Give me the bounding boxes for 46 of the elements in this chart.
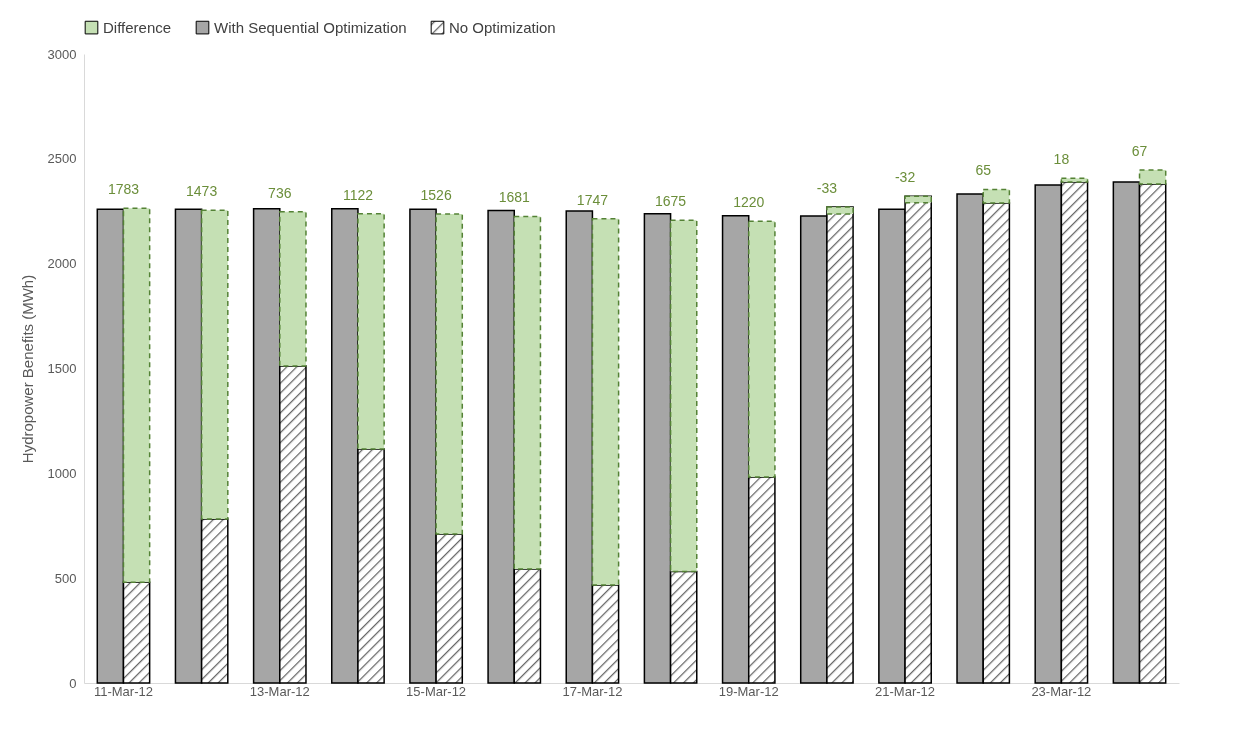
legend-label: No Optimization (449, 18, 556, 36)
bar (591, 218, 620, 586)
bar (1060, 177, 1089, 183)
x-tick-label: 13-Mar-12 (249, 683, 310, 699)
data-label: -32 (894, 169, 916, 186)
bar (1138, 169, 1167, 185)
bar (904, 195, 932, 204)
data-label: 65 (975, 162, 992, 179)
data-label: 1220 (733, 194, 765, 211)
bar (200, 209, 229, 520)
x-tick-label: 21-Mar-12 (875, 683, 936, 699)
y-tick-label: 500 (54, 570, 77, 586)
bar (826, 206, 854, 215)
bar (435, 213, 464, 535)
bar (669, 219, 698, 573)
y-tick-label: 2000 (47, 256, 77, 272)
bar (122, 207, 151, 583)
bar (357, 213, 385, 450)
data-label: 1473 (186, 183, 218, 200)
data-label: -33 (816, 180, 838, 197)
data-label: 1783 (107, 181, 140, 198)
bar (513, 215, 542, 570)
x-tick-label: 15-Mar-12 (406, 683, 467, 699)
data-label: 1681 (498, 189, 531, 206)
x-tick-label: 19-Mar-12 (718, 683, 779, 699)
data-label: 1747 (576, 191, 609, 208)
y-axis-title: Hydropower Benefits (MWh) (18, 274, 36, 464)
bar (747, 220, 776, 478)
data-label: 1526 (420, 186, 452, 203)
x-tick-label: 11-Mar-12 (93, 683, 153, 699)
data-label: 18 (1053, 151, 1070, 168)
data-label: 1122 (342, 186, 374, 203)
y-tick-label: 1500 (47, 361, 77, 376)
legend-label: With Sequential Optimization (214, 18, 407, 36)
data-label: 736 (268, 184, 292, 201)
y-tick-label: 1000 (47, 465, 77, 481)
y-tick-label: 2500 (47, 151, 77, 167)
bar (982, 188, 1011, 204)
bar (279, 210, 307, 367)
y-tick-label: 0 (69, 675, 77, 691)
y-tick-label: 3000 (47, 46, 77, 62)
data-label: 67 (1131, 142, 1148, 159)
legend-label: Difference (103, 18, 172, 36)
x-tick-label: 17-Mar-12 (562, 683, 623, 699)
data-label: 1675 (655, 193, 687, 210)
x-tick-label: 23-Mar-12 (1031, 683, 1092, 699)
